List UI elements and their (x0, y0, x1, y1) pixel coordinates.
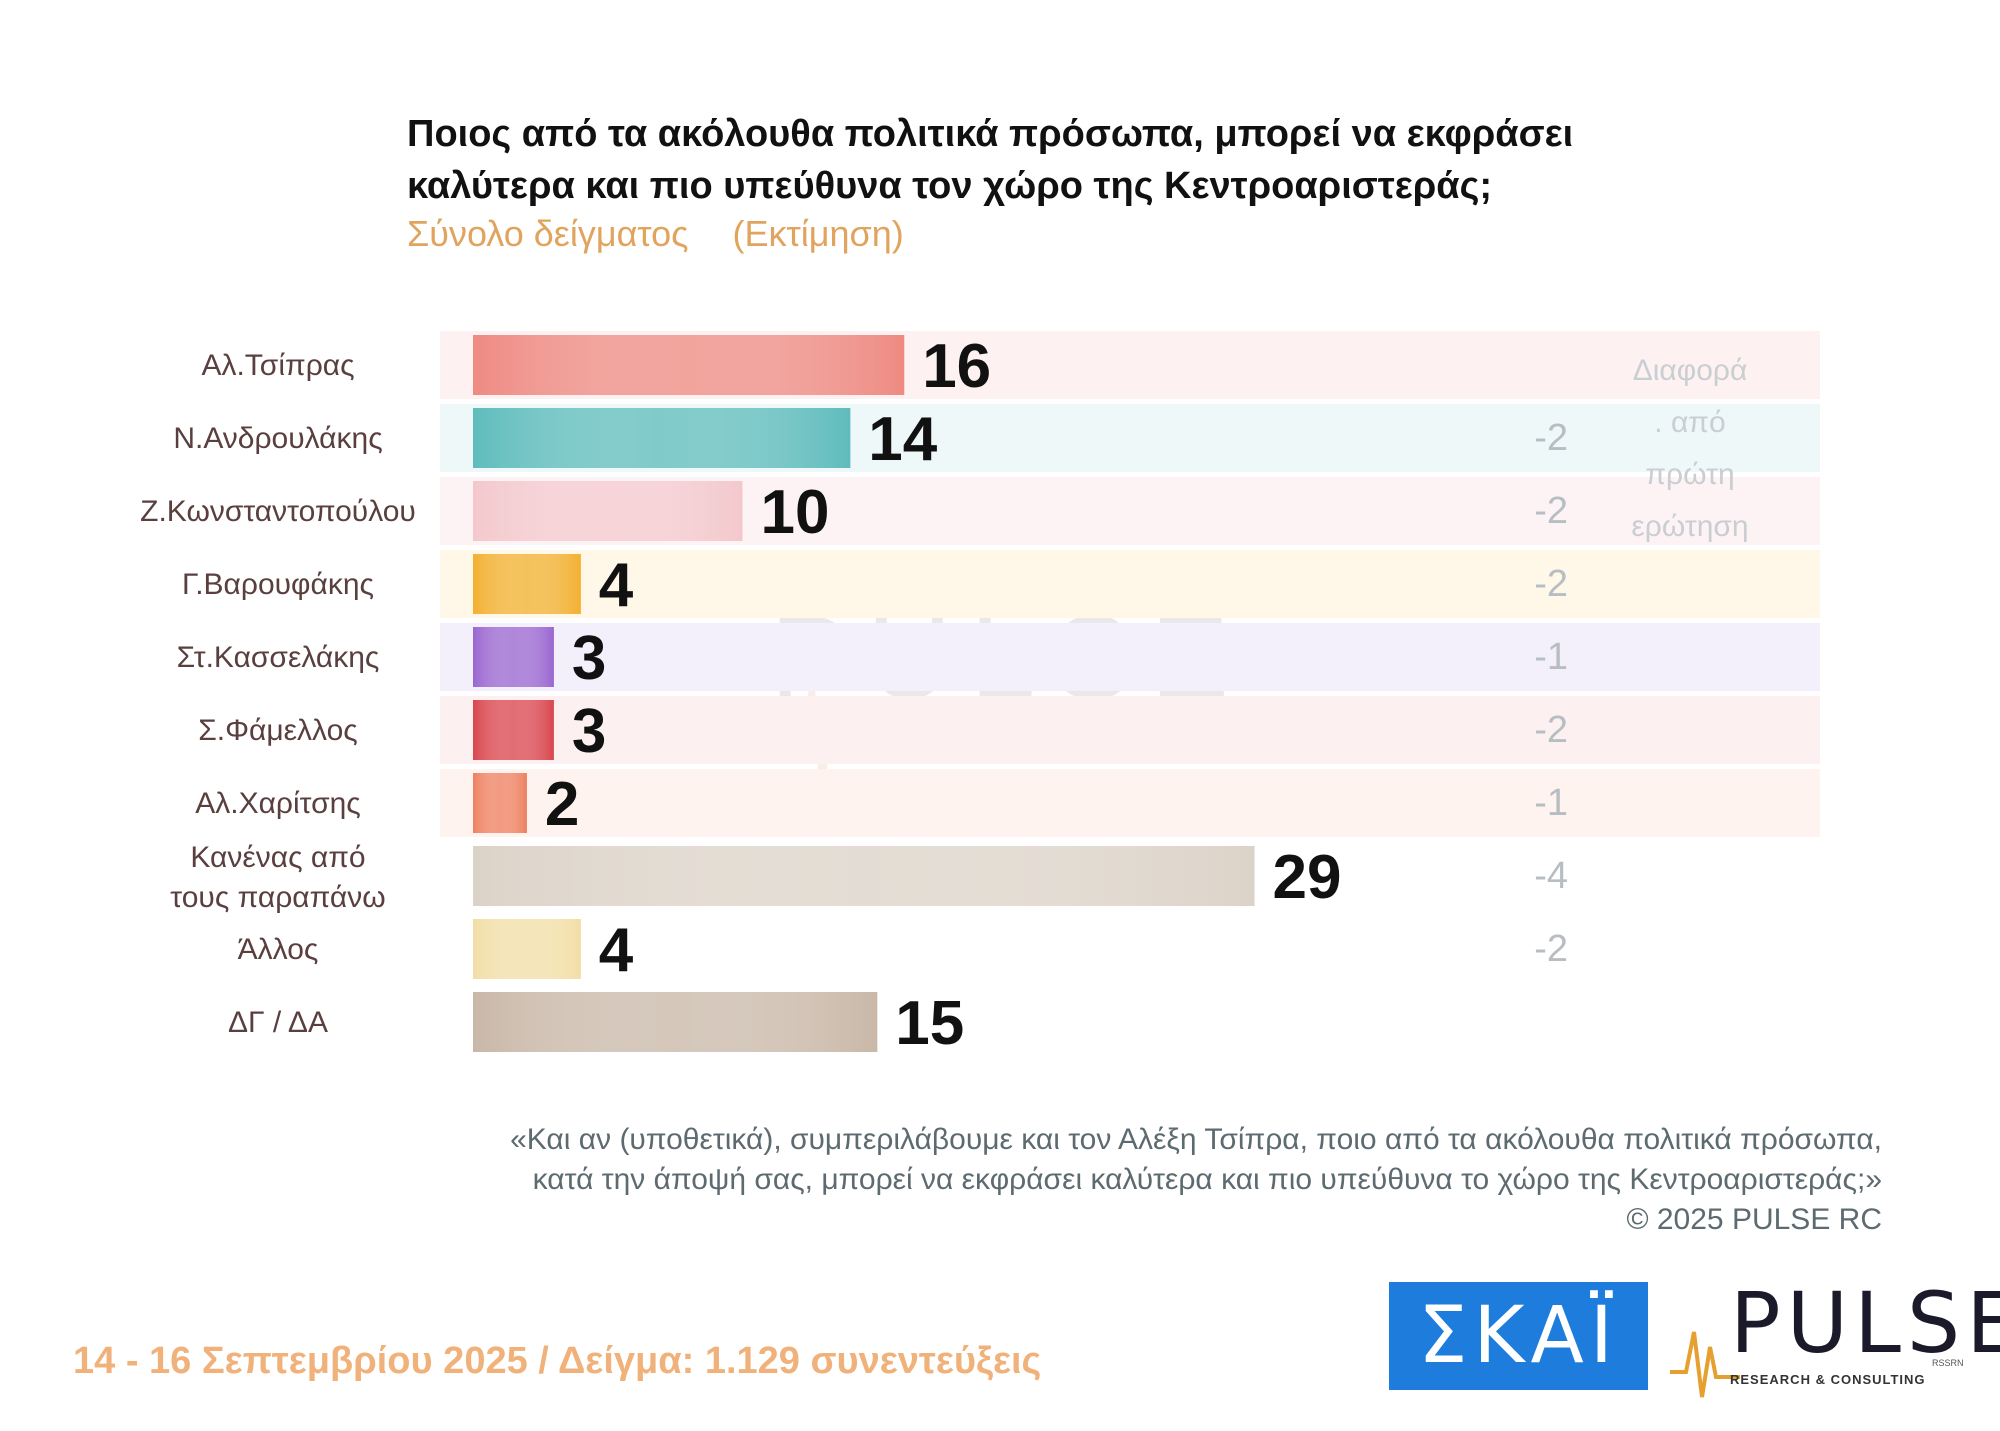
difference-value: -2 (1534, 709, 1568, 751)
bar-highlight (473, 481, 743, 541)
subtitle-sample: Σύνολο δείγματος (407, 213, 689, 254)
value-label: 14 (868, 405, 937, 474)
pulse-logo-small: RSSRN (1932, 1358, 1964, 1368)
footnote-line-1: «Και αν (υποθετικά), συμπεριλάβουμε και … (510, 1123, 1882, 1156)
category-label-line: τους παραπάνω (170, 881, 385, 914)
bar-highlight (473, 773, 527, 833)
category-label-line: Κανένας από (190, 841, 365, 874)
bar-highlight (473, 992, 878, 1052)
copyright: © 2025 PULSE RC (1626, 1203, 1882, 1236)
difference-header-line: ερώτηση (1631, 510, 1748, 543)
bar-highlight (473, 700, 554, 760)
bar-highlight (473, 846, 1255, 906)
category-label: Αλ.Χαρίτσης (195, 787, 361, 820)
bar-highlight (473, 919, 581, 979)
bar-highlight (473, 554, 581, 614)
category-label-line: Ζ.Κωνσταντοπούλου (140, 495, 416, 528)
category-label: Γ.Βαρουφάκης (182, 568, 374, 601)
difference-header-line: Διαφορά (1633, 354, 1748, 387)
category-label: Στ.Κασσελάκης (177, 641, 380, 674)
difference-value: -4 (1534, 855, 1568, 897)
difference-value: -1 (1534, 636, 1568, 678)
difference-value: -2 (1534, 417, 1568, 459)
row-band (440, 769, 1820, 837)
category-label-line: Στ.Κασσελάκης (177, 641, 380, 674)
pulse-logo-sub: RESEARCH & CONSULTING (1730, 1372, 1926, 1387)
footnote: «Και αν (υποθετικά), συμπεριλάβουμε και … (282, 1120, 1882, 1240)
value-label: 29 (1273, 843, 1342, 912)
category-label-line: Αλ.Χαρίτσης (195, 787, 361, 820)
pulse-logo: PULSE RSSRN RESEARCH & CONSULTING (1670, 1274, 2000, 1398)
subtitle-estimate: (Εκτίμηση) (732, 213, 904, 254)
skai-logo: ΣΚΑΪ (1389, 1282, 1648, 1390)
difference-value: -2 (1534, 928, 1568, 970)
category-label: Αλ.Τσίπρας (201, 349, 354, 382)
value-label: 4 (599, 551, 634, 620)
difference-value: -1 (1534, 782, 1568, 824)
category-label-line: Άλλος (238, 933, 319, 966)
category-label: Άλλος (238, 933, 319, 966)
row-band (440, 623, 1820, 691)
value-label: 16 (922, 332, 991, 401)
survey-date-sample: 14 - 16 Σεπτεμβρίου 2025 / Δείγμα: 1.129… (73, 1340, 1042, 1382)
pulse-logo-wave-icon (1670, 1331, 1740, 1398)
bar-highlight (473, 408, 851, 468)
pulse-logo-name: PULSE (1730, 1274, 2000, 1372)
difference-value: -2 (1534, 563, 1568, 605)
chart-title: Ποιος από τα ακόλουθα πολιτικά πρόσωπα, … (407, 113, 1574, 207)
footnote-line-2: κατά την άποψή σας, μπορεί να εκφράσει κ… (532, 1163, 1882, 1196)
value-label: 2 (545, 770, 579, 839)
category-label-line: Ν.Ανδρουλάκης (173, 422, 382, 455)
row-band (440, 696, 1820, 764)
value-label: 10 (761, 478, 830, 547)
category-label-line: Σ.Φάμελλος (198, 714, 358, 747)
value-label: 3 (572, 697, 606, 766)
category-label-line: ΔΓ / ΔΑ (228, 1006, 328, 1039)
category-label: ΔΓ / ΔΑ (228, 1006, 328, 1039)
difference-header-line: . από (1654, 406, 1725, 439)
bar-chart: Διαφορά . από πρώτη ερώτηση 16 Αλ.Τσίπρας 14 Ν.… (140, 331, 1820, 1058)
row-band (440, 915, 1820, 983)
bar-highlight (473, 627, 554, 687)
difference-value: -2 (1534, 490, 1568, 532)
value-label: 15 (895, 989, 964, 1058)
bar-highlight (473, 335, 905, 395)
category-label: Ν.Ανδρουλάκης (173, 422, 382, 455)
value-label: 4 (599, 916, 634, 985)
category-label-line: Γ.Βαρουφάκης (182, 568, 374, 601)
category-label: Κανένας από τους παραπάνω (170, 841, 385, 914)
value-label: 3 (572, 624, 606, 693)
category-label-line: Αλ.Τσίπρας (201, 349, 354, 382)
chart-subtitle: Σύνολο δείγματος (Εκτίμηση) (407, 213, 938, 255)
category-label: Ζ.Κωνσταντοπούλου (140, 495, 416, 528)
category-label: Σ.Φάμελλος (198, 714, 358, 747)
row-band (440, 550, 1820, 618)
difference-header-line: πρώτη (1645, 458, 1734, 491)
difference-header: Διαφορά . από πρώτη ερώτηση (1631, 354, 1748, 543)
